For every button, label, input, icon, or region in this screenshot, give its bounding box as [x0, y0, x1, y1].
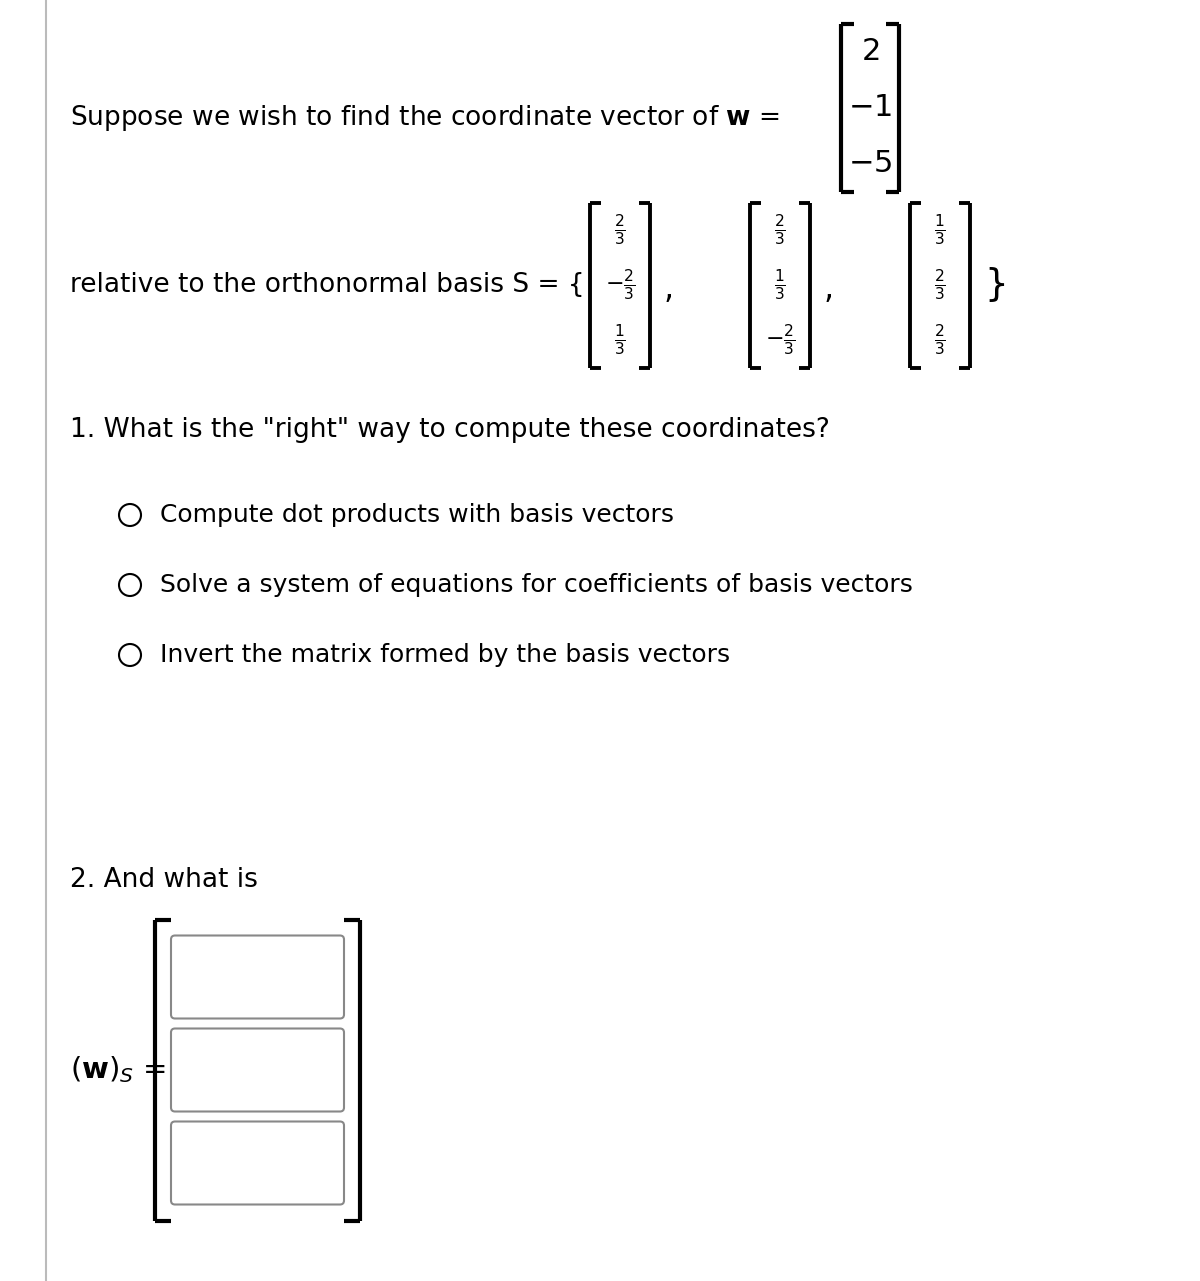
Text: 1. What is the "right" way to compute these coordinates?: 1. What is the "right" way to compute th…: [70, 418, 830, 443]
Text: Suppose we wish to find the coordinate vector of $\mathbf{w}$ =: Suppose we wish to find the coordinate v…: [70, 102, 780, 133]
Text: $\frac{2}{3}$: $\frac{2}{3}$: [934, 268, 946, 302]
Text: $\frac{2}{3}$: $\frac{2}{3}$: [614, 213, 626, 247]
Text: $-1$: $-1$: [848, 92, 892, 123]
Text: $\frac{1}{3}$: $\frac{1}{3}$: [614, 323, 626, 357]
Text: $\frac{1}{3}$: $\frac{1}{3}$: [774, 268, 786, 302]
Text: 2. And what is: 2. And what is: [70, 867, 258, 893]
Text: Invert the matrix formed by the basis vectors: Invert the matrix formed by the basis ve…: [160, 643, 730, 667]
Text: $\frac{2}{3}$: $\frac{2}{3}$: [774, 213, 786, 247]
Text: ,: ,: [664, 274, 674, 305]
Text: $-\frac{2}{3}$: $-\frac{2}{3}$: [605, 268, 635, 302]
Text: $(\mathbf{w})_S$ =: $(\mathbf{w})_S$ =: [70, 1054, 167, 1085]
Text: $\frac{2}{3}$: $\frac{2}{3}$: [934, 323, 946, 357]
Text: Solve a system of equations for coefficients of basis vectors: Solve a system of equations for coeffici…: [160, 573, 913, 597]
FancyBboxPatch shape: [172, 1029, 344, 1112]
Text: relative to the orthonormal basis S = {: relative to the orthonormal basis S = {: [70, 272, 584, 298]
FancyBboxPatch shape: [172, 1121, 344, 1204]
Text: $2$: $2$: [860, 36, 880, 68]
Text: $\frac{1}{3}$: $\frac{1}{3}$: [934, 213, 946, 247]
Text: $-\frac{2}{3}$: $-\frac{2}{3}$: [764, 323, 796, 357]
FancyBboxPatch shape: [172, 935, 344, 1018]
Text: $-5$: $-5$: [848, 149, 892, 179]
Text: Compute dot products with basis vectors: Compute dot products with basis vectors: [160, 503, 674, 526]
Text: ,: ,: [824, 274, 834, 305]
Text: }: }: [984, 266, 1008, 304]
